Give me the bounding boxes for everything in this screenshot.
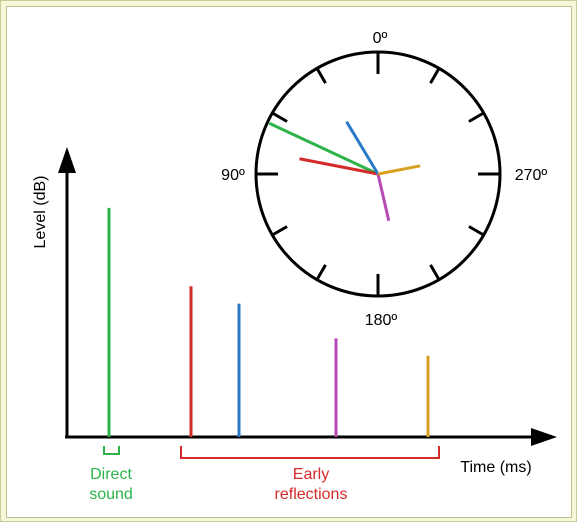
direct-sound-label-line-2: sound: [89, 486, 133, 503]
dial-label-90: 90º: [221, 167, 245, 184]
figure-panel: Level (dB) Time (ms) Direct sound Early …: [6, 6, 572, 518]
dial-tick-210: [429, 264, 441, 281]
dial-label-180: 180º: [365, 312, 398, 329]
early-reflections-label-line-2: reflections: [275, 486, 348, 503]
impulse-bars: [107, 207, 430, 437]
dial-hand-2: [299, 157, 379, 176]
dial-tick-150: [315, 264, 327, 281]
direct-sound-label-line-1: Direct: [90, 466, 132, 483]
dial-ticks: [256, 52, 500, 296]
dial-hands: [268, 120, 421, 222]
dial-label-0: 0º: [373, 30, 388, 47]
dial-label-270: 270º: [515, 167, 548, 184]
direction-dial: [254, 50, 502, 298]
dial-tick-60: [271, 111, 288, 123]
y-axis-label: Level (dB): [32, 176, 49, 249]
dial-tick-240: [468, 225, 485, 237]
dial-tick-300: [468, 111, 485, 123]
early-reflections-bracket: [180, 446, 440, 459]
dial-tick-120: [271, 225, 288, 237]
direct-sound-bracket: [103, 446, 120, 455]
dial-tick-30: [315, 67, 327, 84]
x-axis-arrowhead: [531, 428, 557, 446]
x-axis-label: Time (ms): [460, 459, 531, 476]
early-reflections-label-line-1: Early: [293, 466, 329, 483]
dial-hand-1: [268, 121, 379, 176]
dial-tick-330: [429, 67, 441, 84]
echogram-diagram: Level (dB) Time (ms) Direct sound Early …: [32, 30, 557, 503]
dial-hand-3: [345, 120, 380, 175]
y-axis-arrowhead: [58, 147, 76, 173]
dial-hand-5: [377, 164, 421, 176]
dial-hand-4: [376, 173, 391, 222]
